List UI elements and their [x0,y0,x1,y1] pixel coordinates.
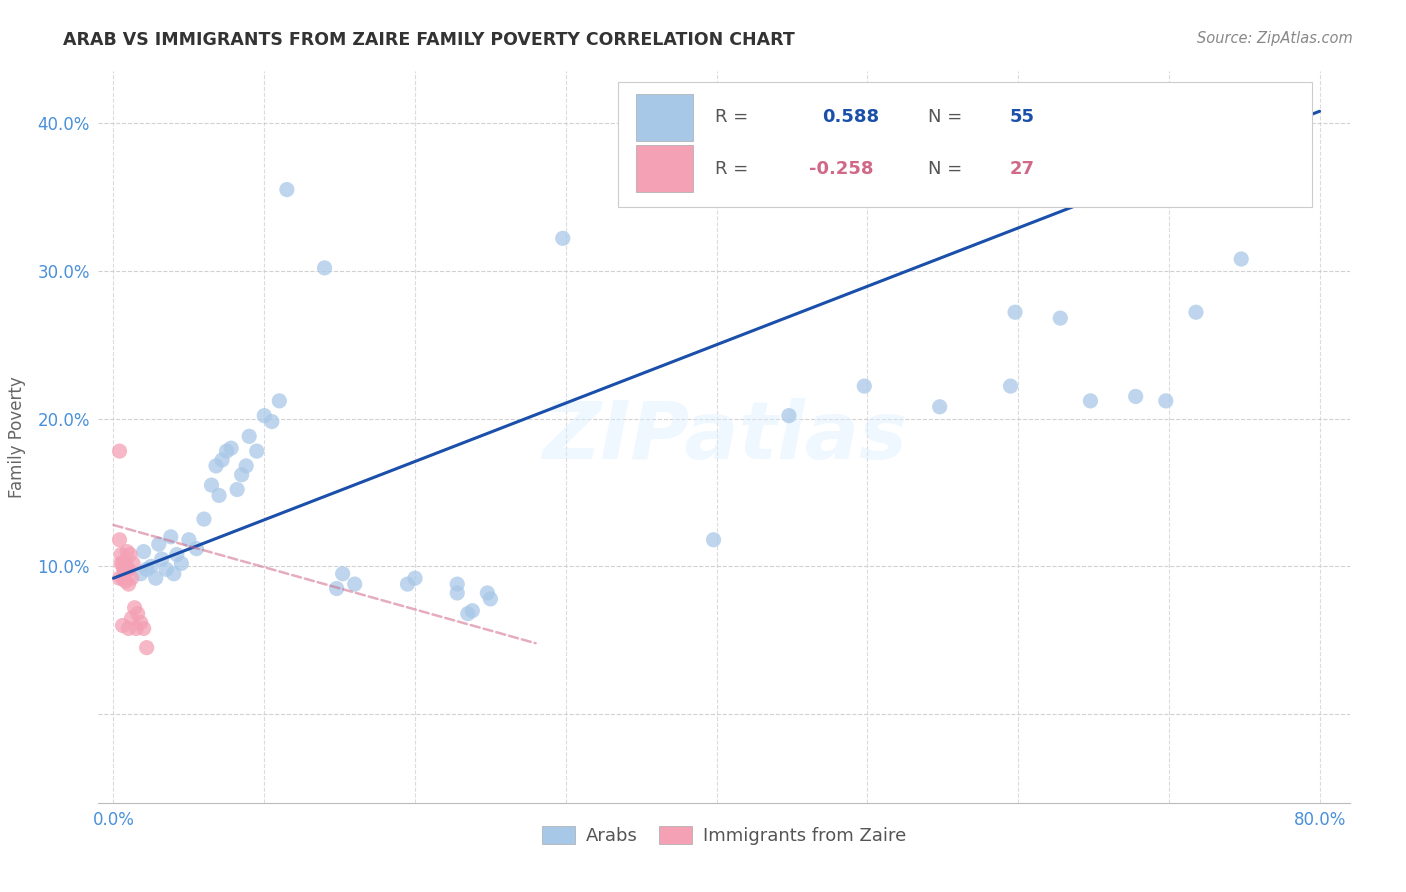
Point [1000,379,1022,393]
Point [551,231,574,245]
Point [1004,305,1026,319]
Point [125,622,148,636]
Y-axis label: Family Poverty: Family Poverty [8,376,27,498]
Point [343,577,366,591]
Point [111,557,134,571]
Point [446,577,468,591]
Point [120,548,142,562]
Point [121,611,143,625]
Legend: Arabs, Immigrants from Zaire: Arabs, Immigrants from Zaire [536,819,912,852]
Point [129,566,152,581]
Point [114,557,136,571]
Point [205,458,228,473]
Point [260,415,283,429]
Point [117,622,139,636]
Point [404,571,426,585]
Point [115,562,138,576]
Point [253,409,276,423]
Point [219,441,242,455]
Text: R =: R = [716,160,748,178]
Point [155,562,177,576]
Point [314,260,336,275]
Point [114,574,136,589]
Point [1230,252,1253,266]
Point [479,591,502,606]
Point [211,453,233,467]
Point [396,577,419,591]
Text: Source: ZipAtlas.com: Source: ZipAtlas.com [1197,31,1353,46]
Point [166,548,188,562]
Point [112,562,135,576]
Point [177,533,200,547]
Point [121,571,143,585]
Point [231,467,253,482]
Point [135,640,157,655]
Point [853,379,876,393]
Point [1080,393,1102,408]
Point [1049,311,1071,326]
Point [148,537,170,551]
Point [150,552,173,566]
Point [135,562,157,576]
Point [110,557,132,571]
Point [702,533,724,547]
Point [111,571,134,585]
Point [332,566,354,581]
Point [186,541,208,556]
Point [110,548,132,562]
Point [193,512,215,526]
FancyBboxPatch shape [637,145,693,193]
Point [117,562,139,576]
Point [226,483,249,497]
Point [112,562,135,576]
Point [477,586,499,600]
Point [117,577,139,591]
Text: 0.588: 0.588 [821,109,879,127]
Point [928,400,950,414]
Point [276,183,298,197]
Point [129,615,152,630]
Text: 27: 27 [1010,160,1035,178]
Point [141,559,163,574]
Text: ARAB VS IMMIGRANTS FROM ZAIRE FAMILY POVERTY CORRELATION CHART: ARAB VS IMMIGRANTS FROM ZAIRE FAMILY POV… [63,31,794,49]
Point [446,586,468,600]
Point [108,444,131,458]
Text: ZIPatlas: ZIPatlas [541,398,907,476]
Point [235,458,257,473]
Point [238,429,260,443]
Point [457,607,479,621]
Point [108,571,131,585]
Point [1125,389,1147,403]
Text: R =: R = [716,109,748,127]
FancyBboxPatch shape [637,94,693,141]
Point [246,444,269,458]
Point [1154,393,1177,408]
Point [124,600,146,615]
Point [159,530,181,544]
Point [1185,305,1208,319]
Point [325,582,347,596]
Point [170,557,193,571]
Point [127,607,149,621]
Point [215,444,238,458]
Point [208,488,231,502]
Point [122,557,145,571]
Point [778,409,800,423]
Text: N =: N = [928,160,962,178]
Point [132,622,155,636]
Point [115,544,138,558]
Point [111,618,134,632]
Point [269,393,291,408]
Text: 55: 55 [1010,109,1035,127]
Point [145,571,167,585]
Point [163,566,186,581]
Text: N =: N = [928,109,962,127]
Point [108,533,131,547]
Point [132,544,155,558]
Point [200,478,222,492]
Text: -0.258: -0.258 [810,160,873,178]
Point [461,604,484,618]
FancyBboxPatch shape [617,82,1312,207]
